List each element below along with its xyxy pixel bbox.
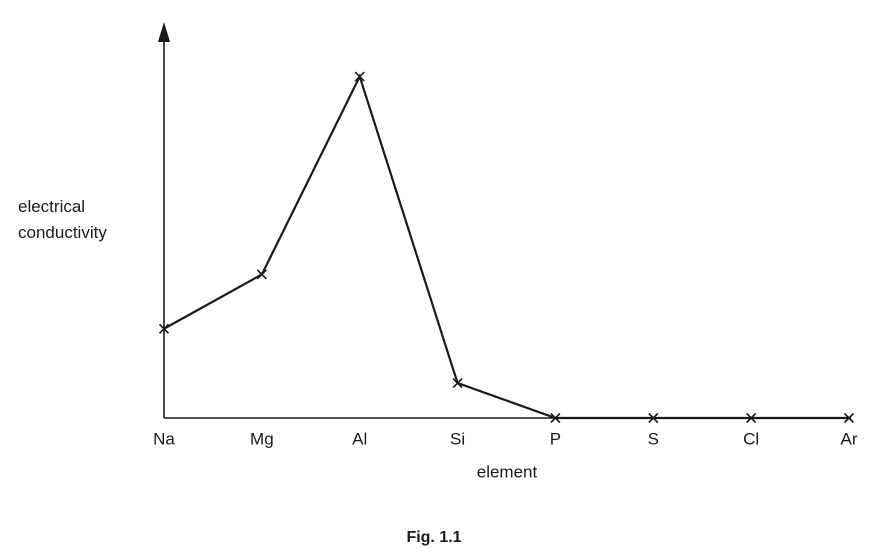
x-tick-label: S (648, 429, 659, 448)
figure-caption: Fig. 1.1 (406, 529, 461, 546)
x-tick-label: Na (153, 429, 175, 448)
x-tick-label: Si (450, 429, 465, 448)
x-tick-label: P (550, 429, 561, 448)
y-axis-arrow (158, 22, 170, 42)
x-tick-label: Cl (743, 429, 759, 448)
x-tick-label: Ar (841, 429, 858, 448)
marker (648, 412, 659, 424)
marker (452, 378, 463, 389)
x-axis-label: element (477, 462, 538, 481)
line (163, 73, 849, 420)
x-tick-label: Al (352, 429, 367, 448)
marker (746, 412, 757, 424)
marker (354, 71, 365, 82)
marker (550, 412, 561, 424)
marker (256, 269, 267, 280)
x-tick-label: Mg (250, 429, 274, 448)
marker (843, 412, 855, 424)
marker (158, 323, 170, 334)
y-axis-label: electrical conductivity (18, 197, 107, 242)
